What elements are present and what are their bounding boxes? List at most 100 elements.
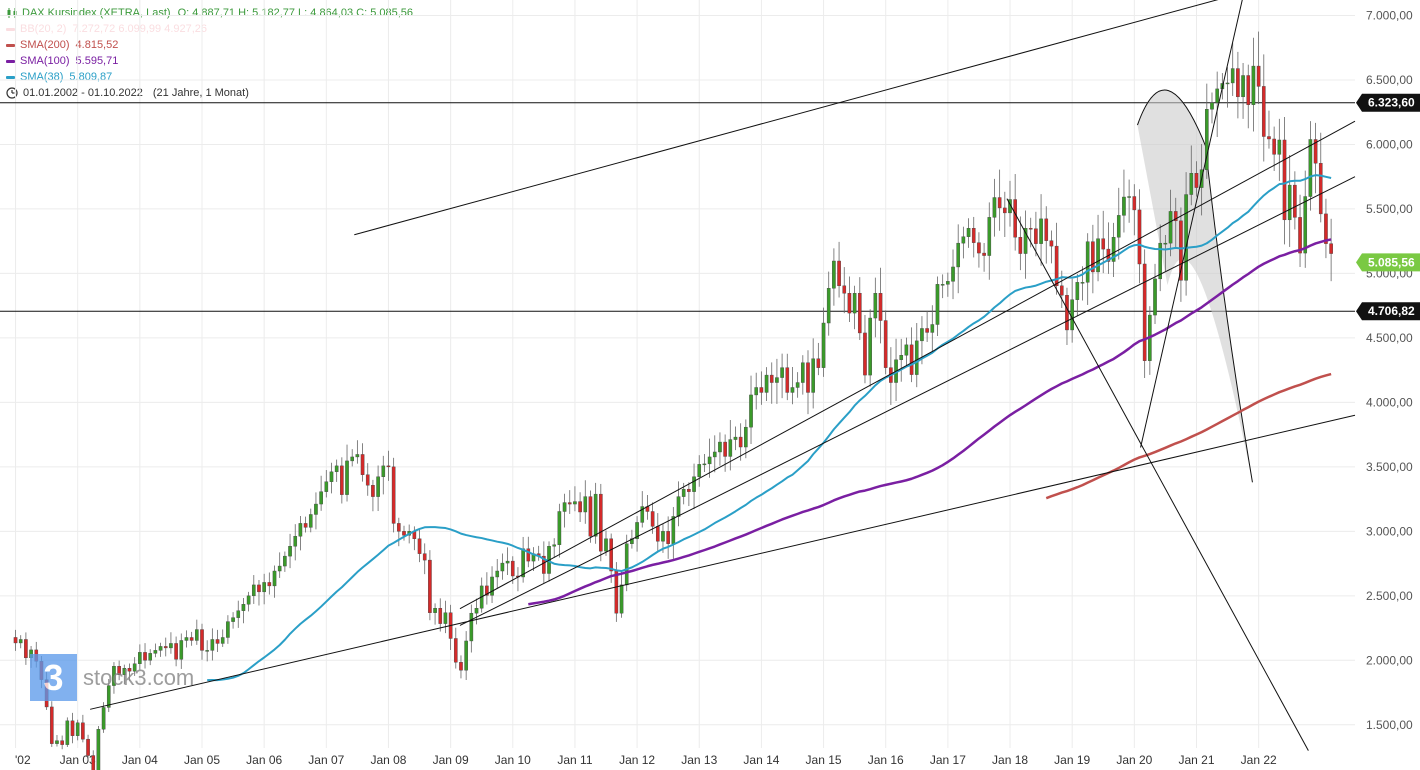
candle-body <box>920 328 924 342</box>
candle-body <box>283 555 287 567</box>
candle-body <box>852 293 857 314</box>
y-tick-label: 6.000,00 <box>1366 137 1413 151</box>
candle-body <box>505 560 510 564</box>
candle-body <box>60 740 64 745</box>
candle-body <box>1210 102 1214 110</box>
candle-body <box>226 621 230 638</box>
candle-body <box>687 488 691 492</box>
candle-body <box>1298 217 1302 254</box>
candle-body <box>801 362 805 383</box>
price-tag: 6.323,60 <box>1356 93 1420 112</box>
candle-body <box>1003 207 1007 214</box>
candle-body <box>117 666 121 675</box>
candle-body <box>158 646 163 651</box>
candle-body <box>288 546 292 557</box>
candle-body <box>702 463 707 466</box>
candle-body <box>1018 236 1023 254</box>
x-tick-label: Jan 04 <box>122 753 158 767</box>
candle-body <box>1127 196 1131 198</box>
candle-body <box>96 729 101 770</box>
x-tick-label: Jan 15 <box>806 753 842 767</box>
candle-body <box>542 555 546 574</box>
candle-body <box>277 565 282 572</box>
candle-body <box>676 496 681 517</box>
legend-indicator-2[interactable]: SMA(100) 5.595,71 <box>6 53 413 69</box>
watermark: 3 stock3.com <box>30 654 194 701</box>
legend-indicator-1[interactable]: SMA(200) 4.815,52 <box>6 37 413 53</box>
date-range-row: 01.01.2002 - 01.10.2022 (21 Jahre, 1 Mon… <box>6 85 413 101</box>
candles <box>13 31 1333 770</box>
candle-body <box>1059 285 1064 296</box>
candle-body <box>1096 238 1100 273</box>
candle-body <box>609 538 613 572</box>
candle-body <box>780 367 784 378</box>
candle-body <box>837 260 841 287</box>
candle-body <box>386 465 391 468</box>
candle-body <box>433 608 437 613</box>
candle-body <box>1173 211 1178 222</box>
candle-body <box>1189 173 1194 195</box>
candle-body <box>966 228 971 237</box>
candle-body <box>697 464 702 477</box>
x-axis: '02 Jan 03 Jan 04 Jan 05 Jan 06 Jan 07 Jan 08 J… <box>15 753 1277 767</box>
x-tick-label: Jan 17 <box>930 753 966 767</box>
indicator-label: BB(20, 2) <box>20 23 67 35</box>
candle-body <box>464 640 468 671</box>
candle-body <box>1054 245 1059 287</box>
candle-body <box>163 646 168 649</box>
x-tick-label: Jan 20 <box>1116 753 1152 767</box>
candle-body <box>1023 228 1028 254</box>
candle-body <box>200 629 204 651</box>
candle-body <box>360 454 365 475</box>
instrument-title: DAX Kursindex (XETRA, Last) <box>22 7 171 19</box>
candle-body <box>816 358 821 368</box>
candle-body <box>314 503 318 515</box>
trend-lines <box>90 0 1356 751</box>
candle-body <box>956 242 961 268</box>
candle-body <box>443 612 448 624</box>
candle-body <box>345 460 349 495</box>
candle-body <box>453 638 458 663</box>
candle-body <box>738 436 743 448</box>
candle-body <box>91 755 96 770</box>
candle-body <box>329 471 334 482</box>
candle-body <box>1267 136 1271 140</box>
x-tick-label: Jan 13 <box>681 753 717 767</box>
candle-body <box>904 344 909 356</box>
y-tick-label: 4.000,00 <box>1366 395 1413 409</box>
candle-body <box>878 293 883 321</box>
price-tags: 6.323,60 5.085,56 4.706,82 <box>1356 93 1420 321</box>
candle-body <box>1277 139 1282 155</box>
x-tick-label: Jan 21 <box>1178 753 1214 767</box>
candle-body <box>557 511 562 545</box>
candle-body <box>18 639 23 644</box>
candle-body <box>1070 299 1074 331</box>
candle-body <box>355 454 360 458</box>
indicator-values: 5.595,71 <box>75 55 119 67</box>
y-tick-label: 3.000,00 <box>1366 524 1413 538</box>
candle-body <box>873 293 878 319</box>
candle-body <box>391 466 396 524</box>
candle-body <box>681 488 686 497</box>
candle-body <box>417 538 422 554</box>
candle-body <box>718 441 722 453</box>
candle-body <box>811 358 815 393</box>
trend-line <box>1006 198 1309 751</box>
candle-body <box>422 553 427 561</box>
candle-body <box>935 284 940 325</box>
candle-body <box>857 293 862 334</box>
candle-body <box>13 637 18 644</box>
candle-body <box>241 604 246 611</box>
candle-body <box>578 501 582 513</box>
candle-body <box>220 637 225 644</box>
candle-body <box>593 493 598 537</box>
candle-body <box>977 242 981 254</box>
candle-body <box>826 288 831 324</box>
candle-body <box>132 663 137 672</box>
candle-body <box>101 707 106 730</box>
x-tick-label: Jan 12 <box>619 753 655 767</box>
candle-body <box>1313 139 1318 164</box>
x-tick-label: Jan 14 <box>743 753 779 767</box>
y-tick-label: 2.500,00 <box>1366 589 1413 603</box>
